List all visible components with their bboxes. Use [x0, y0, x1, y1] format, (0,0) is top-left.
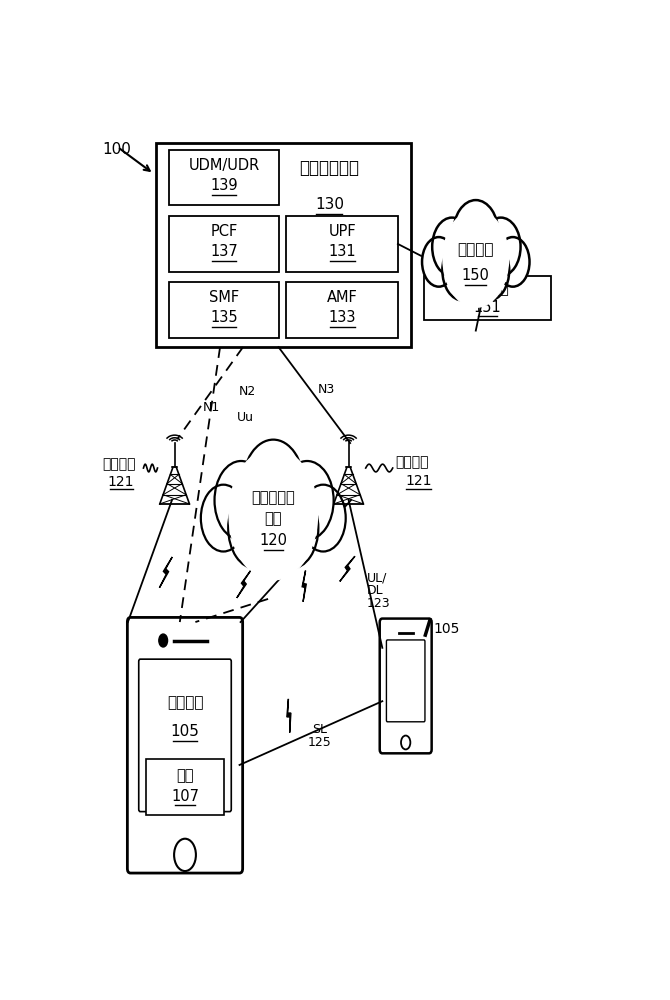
Text: 123: 123 — [366, 597, 391, 610]
Polygon shape — [302, 571, 306, 602]
Circle shape — [443, 210, 509, 307]
Text: 137: 137 — [210, 244, 238, 259]
Circle shape — [159, 634, 168, 647]
FancyBboxPatch shape — [170, 216, 279, 272]
FancyBboxPatch shape — [286, 282, 398, 338]
Text: 121: 121 — [405, 474, 432, 488]
FancyBboxPatch shape — [387, 640, 425, 722]
FancyBboxPatch shape — [146, 759, 224, 815]
Text: 105: 105 — [433, 622, 460, 636]
Text: 基站单元: 基站单元 — [395, 456, 429, 470]
Circle shape — [214, 461, 267, 540]
Text: 125: 125 — [308, 736, 332, 749]
Text: 应用: 应用 — [176, 769, 194, 784]
Text: 130: 130 — [315, 197, 344, 212]
Text: 151: 151 — [474, 300, 501, 315]
Polygon shape — [159, 557, 172, 588]
Text: 应用服务器: 应用服务器 — [466, 281, 509, 296]
Text: 107: 107 — [171, 789, 199, 804]
Circle shape — [432, 218, 472, 276]
Text: 网络: 网络 — [265, 511, 282, 526]
FancyBboxPatch shape — [139, 659, 231, 812]
FancyBboxPatch shape — [170, 282, 279, 338]
Text: 135: 135 — [210, 310, 238, 325]
FancyBboxPatch shape — [424, 276, 551, 320]
Text: UPF: UPF — [328, 224, 356, 239]
Text: 基站单元: 基站单元 — [102, 457, 135, 471]
Circle shape — [453, 200, 498, 267]
Circle shape — [281, 461, 334, 540]
Polygon shape — [237, 571, 251, 598]
Polygon shape — [340, 556, 355, 581]
Text: 133: 133 — [328, 310, 356, 325]
Circle shape — [422, 237, 456, 287]
Circle shape — [228, 488, 283, 569]
Text: 移动核心网络: 移动核心网络 — [299, 159, 360, 177]
Text: 100: 100 — [102, 142, 131, 157]
Circle shape — [201, 485, 246, 552]
Text: N1: N1 — [203, 401, 220, 414]
Circle shape — [263, 488, 318, 569]
Circle shape — [481, 218, 521, 276]
Text: N2: N2 — [239, 385, 256, 398]
Circle shape — [468, 240, 509, 300]
Circle shape — [442, 240, 483, 300]
Text: 无线电接入: 无线电接入 — [251, 490, 295, 505]
FancyBboxPatch shape — [156, 143, 411, 347]
Text: DL: DL — [366, 584, 383, 597]
Text: 120: 120 — [259, 533, 287, 548]
Circle shape — [496, 237, 529, 287]
Text: SMF: SMF — [209, 290, 239, 305]
Text: 150: 150 — [462, 268, 490, 283]
Text: SL: SL — [312, 723, 328, 736]
Text: 131: 131 — [328, 244, 356, 259]
FancyBboxPatch shape — [170, 150, 279, 205]
Text: Uu: Uu — [237, 411, 254, 424]
FancyBboxPatch shape — [286, 216, 398, 272]
Text: AMF: AMF — [327, 290, 358, 305]
Text: N3: N3 — [318, 383, 334, 396]
FancyBboxPatch shape — [380, 619, 431, 753]
Polygon shape — [287, 699, 291, 733]
Text: 139: 139 — [210, 178, 238, 193]
Text: UL/: UL/ — [366, 572, 387, 585]
Text: 121: 121 — [108, 475, 135, 489]
Text: PCF: PCF — [210, 224, 238, 239]
Circle shape — [301, 485, 346, 552]
Text: 数据网络: 数据网络 — [458, 242, 494, 257]
Text: 远程单元: 远程单元 — [167, 695, 203, 710]
FancyBboxPatch shape — [127, 617, 243, 873]
Text: 105: 105 — [171, 724, 200, 739]
Text: UDM/UDR: UDM/UDR — [188, 158, 259, 173]
Circle shape — [243, 440, 304, 530]
Circle shape — [229, 449, 318, 580]
